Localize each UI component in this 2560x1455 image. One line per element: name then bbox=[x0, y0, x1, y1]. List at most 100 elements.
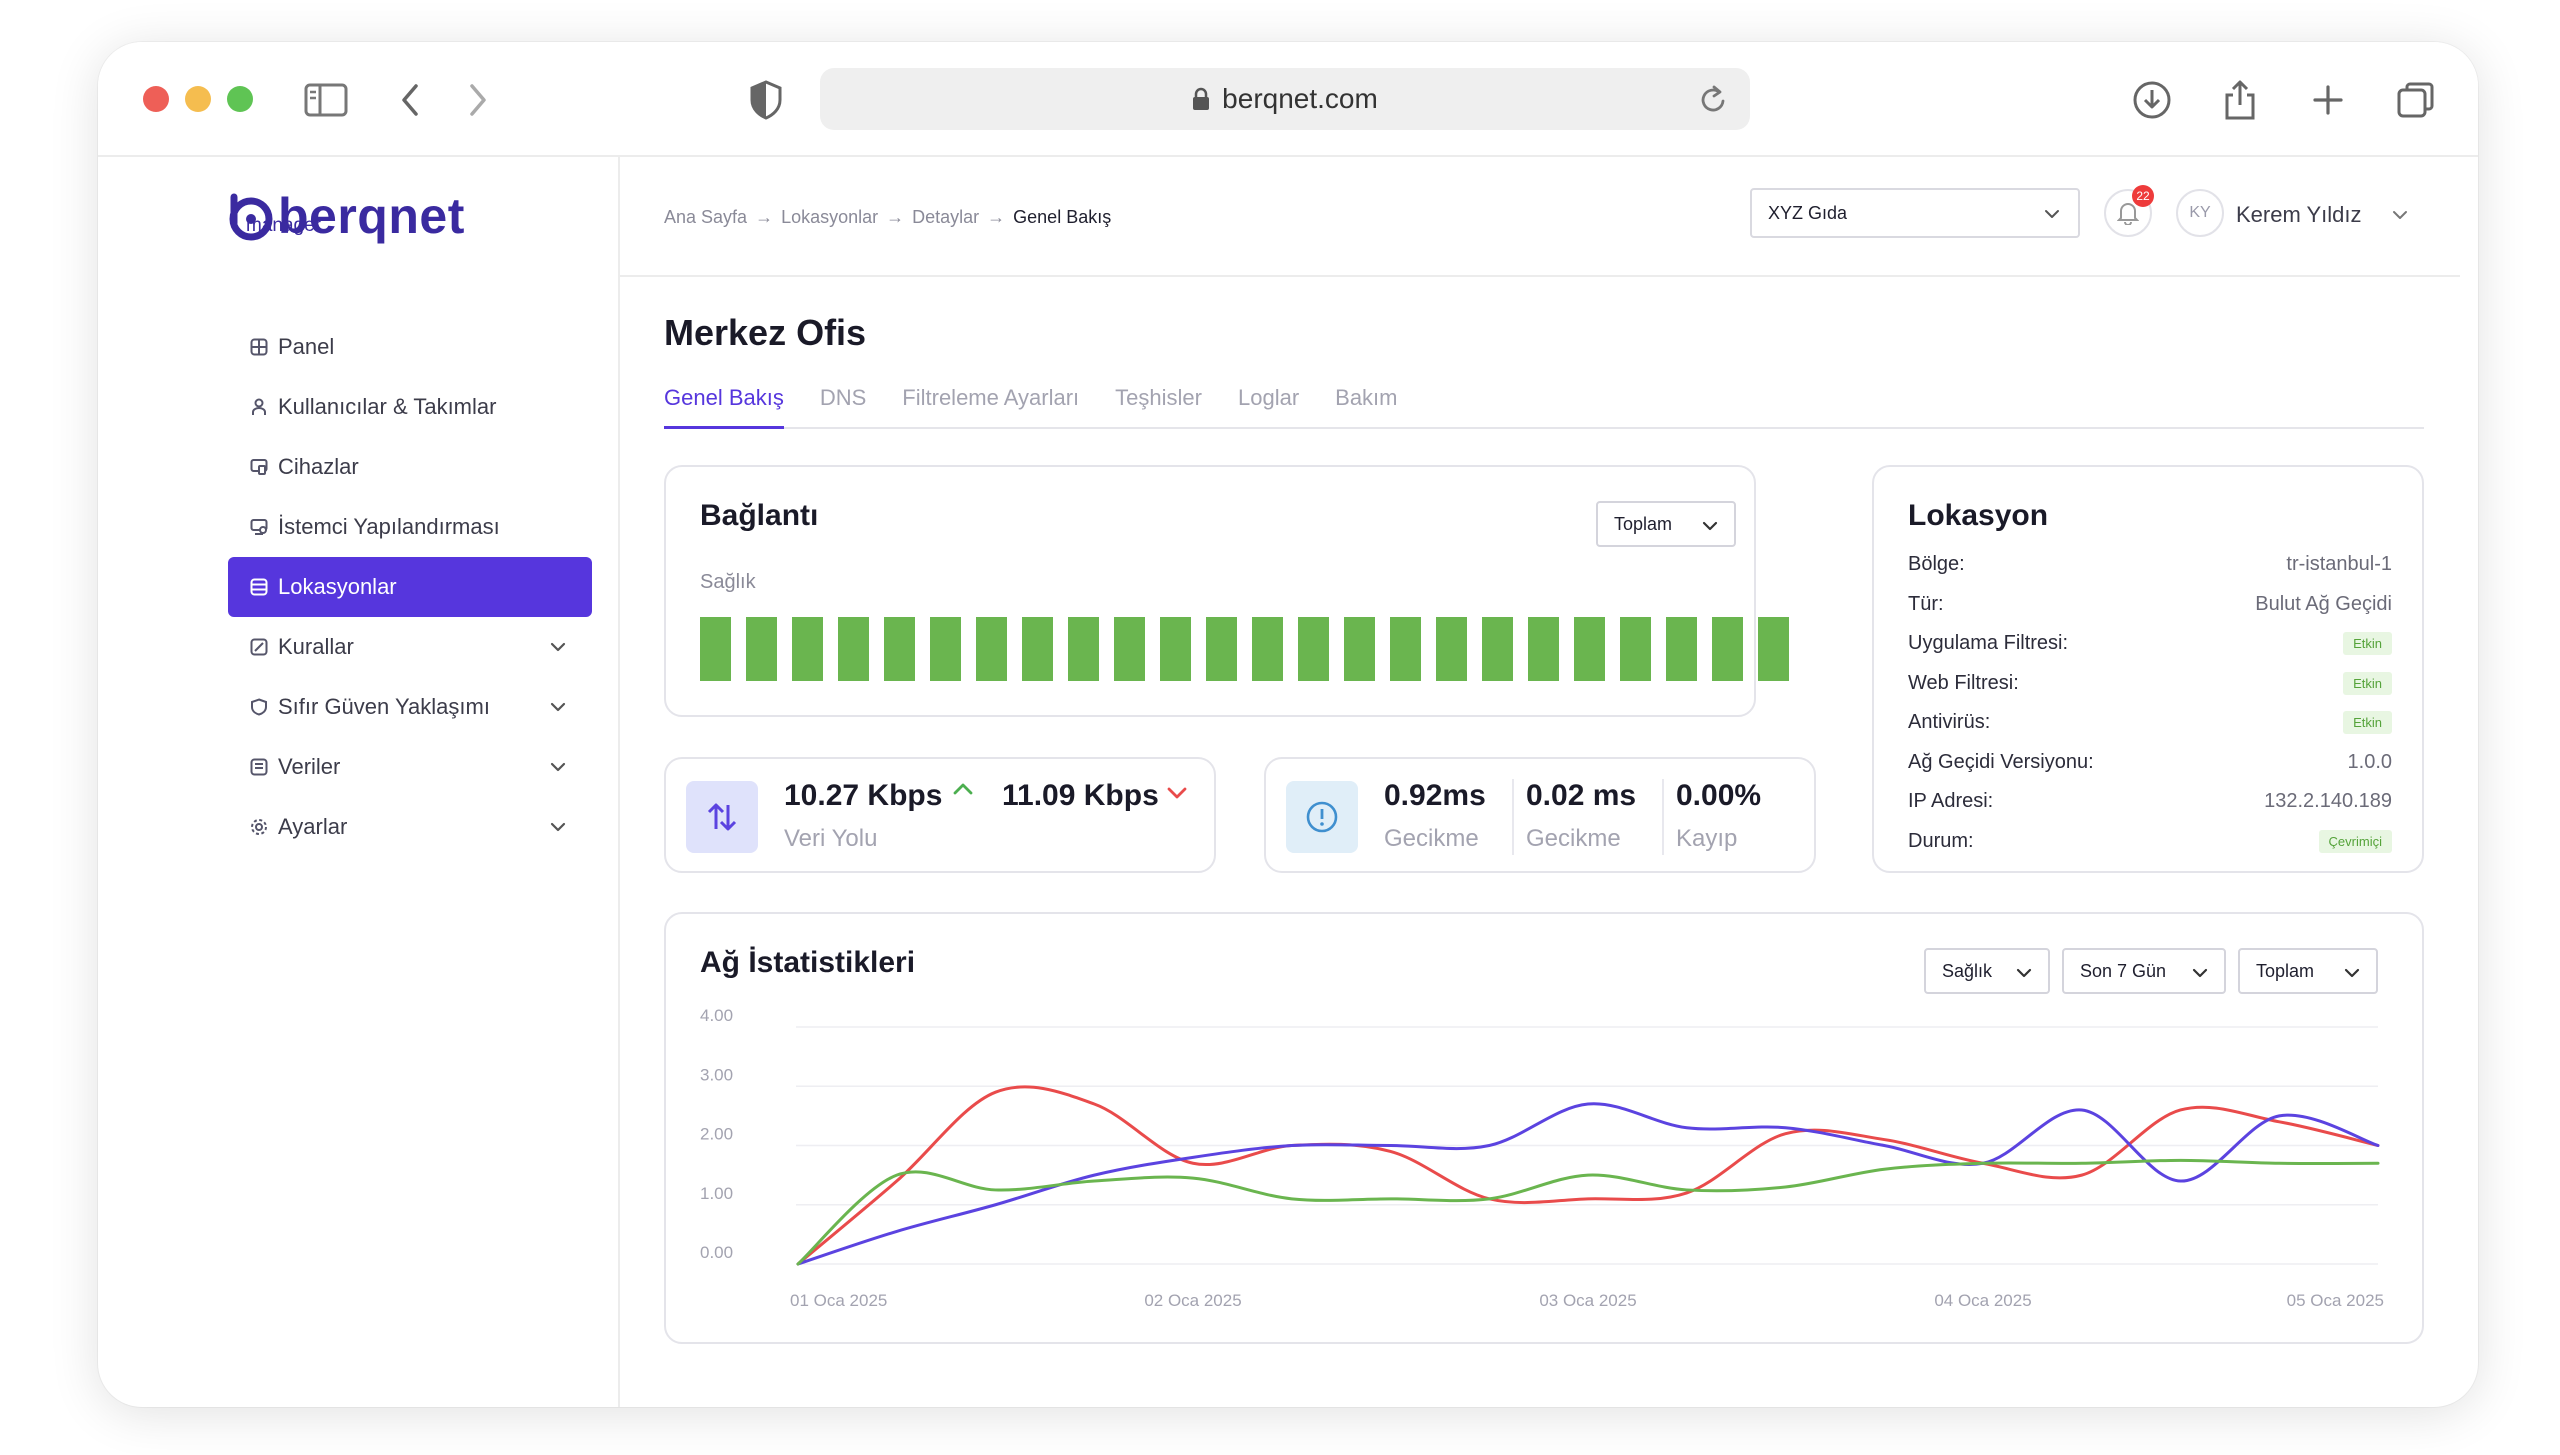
breadcrumb-current: Genel Bakış bbox=[1013, 207, 1112, 227]
minimize-window-button[interactable] bbox=[185, 86, 211, 112]
notifications-button[interactable]: 22 bbox=[2104, 185, 2154, 237]
health-bar bbox=[1390, 617, 1421, 681]
tab-logs[interactable]: Loglar bbox=[1237, 385, 1300, 410]
back-arrow-icon[interactable] bbox=[388, 78, 432, 122]
sidebar-item-data[interactable]: Veriler bbox=[228, 737, 592, 797]
sidebar-item-label: Kurallar bbox=[278, 634, 354, 659]
arrow-up-icon bbox=[952, 781, 974, 802]
time-range-dropdown[interactable]: Son 7 Gün bbox=[2062, 948, 2226, 994]
grid-icon bbox=[250, 338, 268, 356]
sidebar-toggle-icon[interactable] bbox=[304, 78, 348, 122]
header-divider bbox=[620, 275, 2460, 277]
chevron-down-icon bbox=[2190, 963, 2210, 988]
location-row-key: Tür: bbox=[1908, 592, 1944, 615]
breadcrumb-locations[interactable]: Lokasyonlar bbox=[781, 207, 879, 227]
chevron-down-icon[interactable] bbox=[548, 757, 568, 783]
sidebar-item-settings[interactable]: Ayarlar bbox=[228, 797, 592, 857]
tab-filtering-settings[interactable]: Filtreleme Ayarları bbox=[902, 385, 1080, 410]
address-bar[interactable]: berqnet.com bbox=[820, 68, 1750, 130]
health-bar bbox=[1528, 617, 1559, 681]
organization-select-value: XYZ Gıda bbox=[1768, 202, 1848, 223]
status-badge: Etkin bbox=[2343, 632, 2392, 656]
organization-select[interactable]: XYZ Gıda bbox=[1750, 188, 2080, 238]
avatar[interactable]: KY bbox=[2176, 189, 2224, 237]
status-badge: Çevrimiçi bbox=[2318, 829, 2392, 853]
aggregation-dropdown[interactable]: Toplam bbox=[2238, 948, 2378, 994]
sidebar-item-client-config[interactable]: İstemci Yapılandırması bbox=[228, 497, 592, 557]
y-tick-label: 4.00 bbox=[700, 1006, 733, 1025]
health-bars bbox=[700, 617, 1789, 681]
forward-arrow-icon[interactable] bbox=[456, 78, 500, 122]
location-row-key: Uygulama Filtresi: bbox=[1908, 632, 2069, 655]
privacy-shield-icon[interactable] bbox=[744, 78, 788, 122]
url-text: berqnet.com bbox=[1222, 83, 1378, 114]
stat-divider bbox=[1512, 779, 1514, 855]
info-alert-icon bbox=[1286, 781, 1358, 853]
sidebar-item-devices[interactable]: Cihazlar bbox=[228, 437, 592, 497]
connection-scope-dropdown[interactable]: Toplam bbox=[1596, 501, 1736, 547]
tab-dns[interactable]: DNS bbox=[819, 385, 867, 410]
close-window-button[interactable] bbox=[143, 86, 169, 112]
brand-name: berqnet bbox=[278, 188, 465, 244]
health-bar bbox=[1620, 617, 1651, 681]
location-row-value: 1.0.0 bbox=[2347, 750, 2392, 773]
health-bar bbox=[1574, 617, 1605, 681]
arrow-right-icon: → bbox=[886, 207, 905, 227]
tab-bar: Genel Bakış DNS Filtreleme Ayarları Teşh… bbox=[664, 385, 2424, 429]
y-tick-label: 0.00 bbox=[700, 1243, 733, 1262]
throughput-card: 10.27 Kbps 11.09 Kbps Veri Yolu bbox=[664, 757, 1216, 873]
sidebar-item-zero-trust[interactable]: Sıfır Güven Yaklaşımı bbox=[228, 677, 592, 737]
breadcrumb-details[interactable]: Detaylar bbox=[912, 207, 980, 227]
breadcrumb-home[interactable]: Ana Sayfa bbox=[664, 207, 748, 227]
connection-scope-value: Toplam bbox=[1614, 513, 1673, 534]
browser-window: berqnet.com berqnet manager Panel bbox=[98, 42, 2478, 1407]
series-line-1 bbox=[796, 1085, 2380, 1266]
brand-logo[interactable]: berqnet bbox=[226, 187, 465, 245]
tab-overview-icon[interactable] bbox=[2394, 78, 2438, 122]
arrow-down-icon bbox=[1166, 785, 1188, 806]
sidebar-item-rules[interactable]: Kurallar bbox=[228, 617, 592, 677]
location-row-type: Tür: Bulut Ağ Geçidi bbox=[1908, 585, 2392, 625]
health-bar bbox=[1482, 617, 1513, 681]
health-bar bbox=[1344, 617, 1375, 681]
new-tab-plus-icon[interactable] bbox=[2306, 78, 2350, 122]
y-tick-label: 2.00 bbox=[700, 1125, 733, 1144]
health-bar bbox=[884, 617, 915, 681]
tab-diagnostics[interactable]: Teşhisler bbox=[1115, 385, 1202, 410]
chevron-down-icon bbox=[2014, 963, 2034, 988]
share-icon[interactable] bbox=[2218, 78, 2262, 122]
health-bar bbox=[1022, 617, 1053, 681]
tab-overview[interactable]: Genel Bakış bbox=[664, 385, 784, 429]
sidebar-item-label: Veriler bbox=[278, 754, 341, 779]
user-icon bbox=[250, 398, 268, 416]
y-tick-label: 3.00 bbox=[700, 1065, 733, 1084]
chevron-down-icon[interactable] bbox=[2390, 205, 2410, 230]
zoom-window-button[interactable] bbox=[227, 86, 253, 112]
tab-maintenance[interactable]: Bakım bbox=[1335, 385, 1398, 410]
location-row-key: Antivirüs: bbox=[1908, 711, 1991, 734]
chevron-down-icon[interactable] bbox=[548, 697, 568, 723]
user-name[interactable]: Kerem Yıldız bbox=[2236, 202, 2362, 227]
sidebar-item-users-teams[interactable]: Kullanıcılar & Takımlar bbox=[228, 377, 592, 437]
reload-icon[interactable] bbox=[1700, 84, 1728, 121]
packet-loss-label: Kayıp bbox=[1676, 825, 1738, 852]
metric-dropdown[interactable]: Sağlık bbox=[1924, 948, 2050, 994]
x-tick-label: 01 Oca 2025 bbox=[790, 1291, 887, 1310]
location-row-key: Durum: bbox=[1908, 829, 1974, 852]
stat-divider bbox=[1662, 779, 1664, 855]
chevron-down-icon[interactable] bbox=[548, 637, 568, 663]
latency-label-1: Gecikme bbox=[1384, 825, 1479, 852]
x-tick-label: 05 Oca 2025 bbox=[2287, 1291, 2384, 1310]
aggregation-dropdown-value: Toplam bbox=[2256, 960, 2315, 981]
location-title: Lokasyon bbox=[1908, 499, 2049, 532]
download-icon[interactable] bbox=[2130, 78, 2174, 122]
health-bar bbox=[792, 617, 823, 681]
sidebar-item-panel[interactable]: Panel bbox=[228, 317, 592, 377]
location-row-key: Ağ Geçidi Versiyonu: bbox=[1908, 750, 2094, 773]
browser-toolbar: berqnet.com bbox=[98, 42, 2478, 157]
chevron-down-icon bbox=[2042, 204, 2062, 229]
chevron-down-icon[interactable] bbox=[548, 817, 568, 843]
sidebar-item-locations[interactable]: Lokasyonlar bbox=[228, 557, 592, 617]
location-icon bbox=[250, 578, 268, 596]
location-row-antivirus: Antivirüs: Etkin bbox=[1908, 703, 2392, 743]
